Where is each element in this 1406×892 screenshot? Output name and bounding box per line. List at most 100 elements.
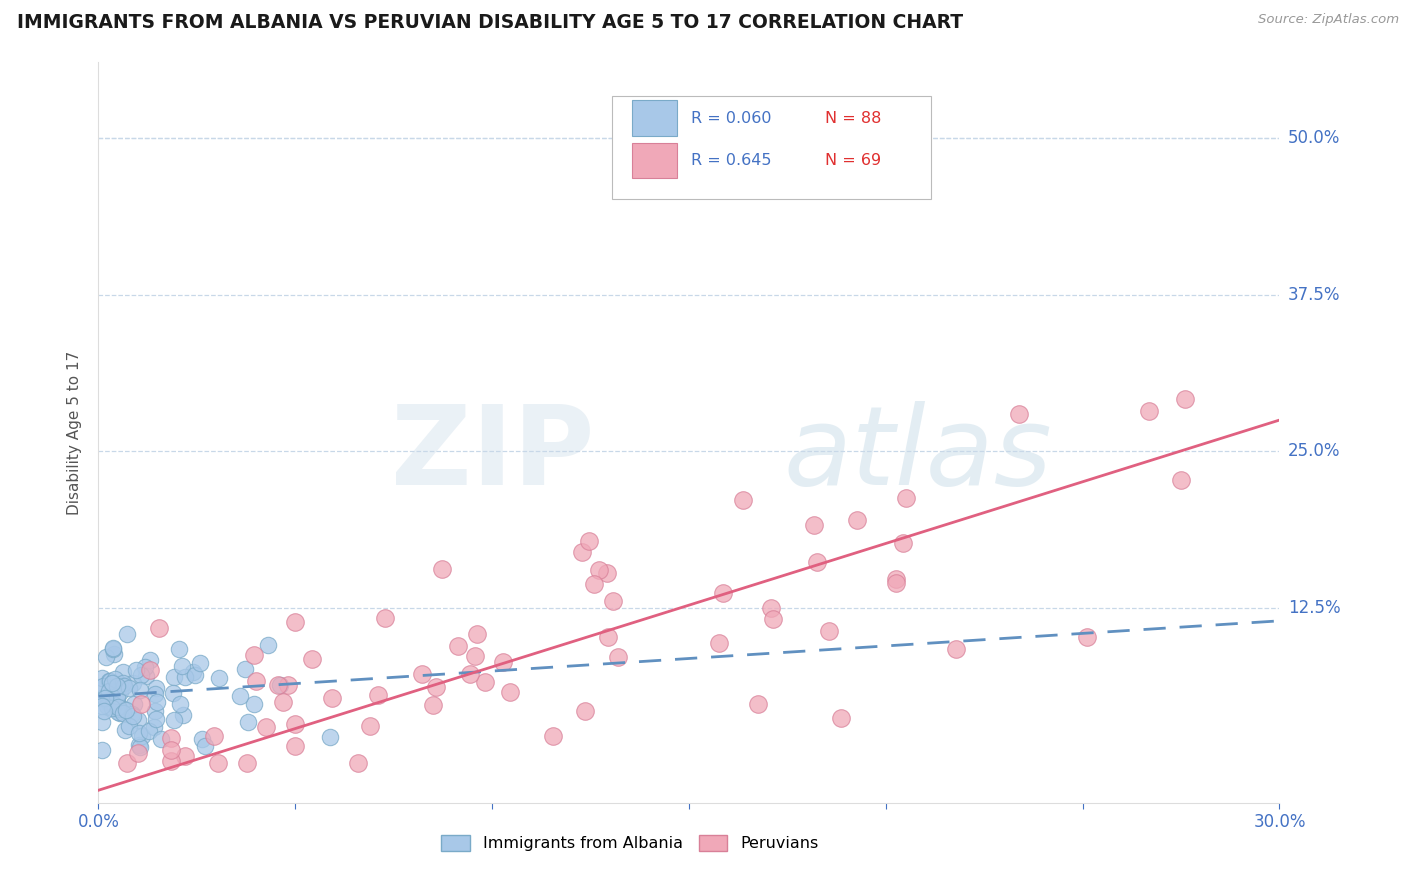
- Point: [245, 673, 267, 688]
- Point: [602, 594, 624, 608]
- Point: [108, 685, 131, 699]
- Point: [359, 719, 381, 733]
- Point: [112, 679, 135, 693]
- Point: [891, 536, 914, 550]
- Point: [269, 677, 291, 691]
- Point: [167, 641, 190, 656]
- Point: [121, 707, 143, 722]
- Point: [114, 723, 136, 738]
- Point: [319, 730, 342, 744]
- Point: [759, 601, 782, 615]
- Point: [101, 701, 124, 715]
- Point: [107, 705, 129, 719]
- Point: [458, 666, 481, 681]
- Point: [817, 624, 839, 639]
- Point: [243, 648, 266, 662]
- Point: [98, 673, 121, 688]
- Point: [267, 678, 290, 692]
- Point: [233, 662, 256, 676]
- Point: [846, 513, 869, 527]
- Y-axis label: Disability Age 5 to 17: Disability Age 5 to 17: [67, 351, 83, 515]
- Point: [886, 576, 908, 591]
- Point: [127, 746, 149, 760]
- Point: [96, 698, 118, 713]
- Point: [91, 679, 114, 693]
- Point: [148, 621, 170, 635]
- Text: R = 0.645: R = 0.645: [692, 153, 772, 168]
- Point: [432, 562, 454, 576]
- Point: [242, 697, 264, 711]
- Point: [107, 700, 129, 714]
- Point: [181, 665, 204, 679]
- Text: 50.0%: 50.0%: [1288, 128, 1340, 146]
- Point: [91, 690, 114, 705]
- Point: [160, 754, 183, 768]
- Point: [162, 685, 184, 699]
- Point: [135, 669, 157, 683]
- Point: [91, 680, 114, 694]
- Point: [101, 640, 124, 655]
- Point: [284, 615, 307, 629]
- Point: [733, 493, 755, 508]
- Point: [105, 695, 128, 709]
- Point: [172, 707, 194, 722]
- Point: [112, 675, 135, 690]
- Point: [254, 720, 277, 734]
- Text: N = 88: N = 88: [825, 111, 882, 126]
- Point: [896, 491, 918, 505]
- Point: [138, 723, 160, 738]
- Point: [129, 697, 152, 711]
- Point: [830, 711, 852, 725]
- Point: [101, 641, 124, 656]
- Point: [1174, 392, 1197, 407]
- Point: [91, 699, 114, 714]
- Point: [110, 678, 132, 692]
- Point: [284, 739, 307, 754]
- Text: Source: ZipAtlas.com: Source: ZipAtlas.com: [1258, 13, 1399, 27]
- Point: [127, 713, 149, 727]
- Point: [105, 679, 128, 693]
- Point: [111, 665, 134, 679]
- Point: [169, 697, 191, 711]
- Point: [184, 668, 207, 682]
- Point: [111, 678, 134, 692]
- Point: [91, 671, 114, 685]
- Point: [945, 642, 967, 657]
- Point: [711, 586, 734, 600]
- Point: [138, 653, 160, 667]
- Point: [122, 698, 145, 712]
- Point: [145, 712, 167, 726]
- Point: [474, 675, 496, 690]
- Point: [115, 756, 138, 770]
- Point: [284, 717, 307, 731]
- Point: [93, 704, 115, 718]
- Point: [101, 697, 124, 711]
- Point: [145, 704, 167, 718]
- Point: [163, 670, 186, 684]
- Point: [425, 681, 447, 695]
- Point: [129, 683, 152, 698]
- Point: [582, 576, 605, 591]
- Point: [574, 704, 596, 718]
- Point: [163, 713, 186, 727]
- Point: [117, 627, 139, 641]
- Point: [145, 681, 167, 695]
- Point: [97, 695, 120, 709]
- Point: [886, 572, 908, 586]
- Point: [105, 691, 128, 706]
- Point: [115, 703, 138, 717]
- Point: [118, 719, 141, 733]
- Point: [107, 689, 129, 703]
- Point: [138, 663, 160, 677]
- Point: [499, 684, 522, 698]
- Point: [143, 720, 166, 734]
- Point: [464, 649, 486, 664]
- Point: [256, 638, 278, 652]
- Point: [128, 739, 150, 753]
- Point: [174, 670, 197, 684]
- Point: [91, 743, 114, 757]
- Legend: Immigrants from Albania, Peruvians: Immigrants from Albania, Peruvians: [434, 829, 825, 858]
- Point: [91, 714, 114, 729]
- Point: [188, 656, 211, 670]
- Point: [346, 756, 368, 770]
